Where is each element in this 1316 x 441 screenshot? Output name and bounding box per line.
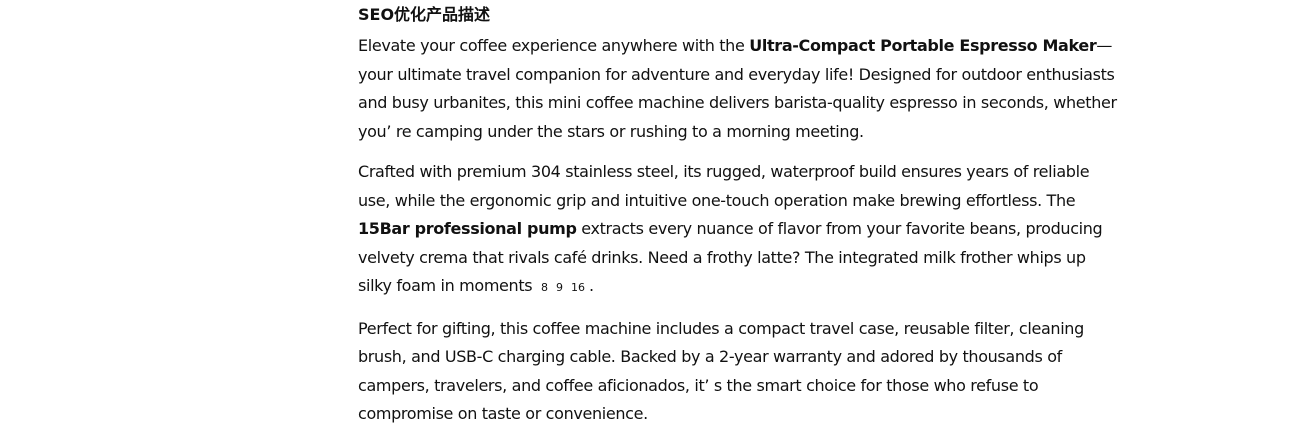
text-run: Crafted with premium 304 stainless steel… — [358, 162, 1090, 181]
text-line: Elevate your coffee experience anywhere … — [358, 32, 1118, 61]
citation-marker: 16 — [571, 281, 585, 294]
text-line: 15Bar professional pump extracts every n… — [358, 215, 1118, 244]
paragraph-2: Crafted with premium 304 stainless steel… — [358, 158, 1118, 303]
text-line: use, while the ergonomic grip and intuit… — [358, 187, 1118, 216]
text-line: silky foam in moments 8 9 16. — [358, 272, 1118, 303]
text-run: campers, travelers, and coffee aficionad… — [358, 375, 1039, 395]
text-line: campers, travelers, and coffee aficionad… — [358, 372, 1118, 401]
description-text: Elevate your coffee experience anywhere … — [358, 32, 1118, 429]
text-line: your ultimate travel companion for adven… — [358, 61, 1118, 90]
paragraph-1: Elevate your coffee experience anywhere … — [358, 32, 1118, 146]
text-run: velvety crema that rivals café drinks. N… — [358, 247, 1086, 267]
text-run: brush, and USB-C charging cable. Backed … — [358, 347, 1062, 366]
text-line: Perfect for gifting, this coffee machine… — [358, 315, 1118, 344]
text-run: Perfect for gifting, this coffee machine… — [358, 318, 1084, 338]
text-run: silky foam in moments — [358, 276, 537, 295]
text-run: — — [1096, 36, 1113, 55]
section-heading: SEO优化产品描述 — [358, 5, 491, 24]
text-run: Elevate your coffee experience anywhere … — [358, 36, 750, 55]
citation-marker: 9 — [556, 281, 563, 294]
text-run: and busy urbanites, this mini coffee mac… — [358, 93, 1117, 112]
emphasized-text: 15Bar professional pump — [358, 219, 577, 238]
text-line: compromise on taste or convenience. — [358, 400, 1118, 429]
emphasized-text: Ultra-Compact Portable Espresso Maker — [749, 36, 1097, 55]
text-line: Crafted with premium 304 stainless steel… — [358, 158, 1118, 187]
text-line: you’ re camping under the stars or rushi… — [358, 118, 1118, 147]
text-run: use, while the ergonomic grip and intuit… — [358, 190, 1076, 210]
document-body: SEO优化产品描述 Elevate your coffee experience… — [358, 4, 1118, 441]
text-run: your ultimate travel companion for adven… — [358, 64, 1115, 84]
text-line: velvety crema that rivals café drinks. N… — [358, 244, 1118, 273]
text-run: you’ re camping under the stars or rushi… — [358, 121, 864, 141]
text-line: and busy urbanites, this mini coffee mac… — [358, 89, 1118, 118]
citation-marker: 8 — [541, 281, 548, 294]
paragraph-3: Perfect for gifting, this coffee machine… — [358, 315, 1118, 429]
text-run: extracts every nuance of flavor from you… — [576, 219, 1103, 238]
text-line: brush, and USB-C charging cable. Backed … — [358, 343, 1118, 372]
text-run: compromise on taste or convenience. — [358, 404, 648, 423]
text-run: . — [589, 276, 594, 295]
